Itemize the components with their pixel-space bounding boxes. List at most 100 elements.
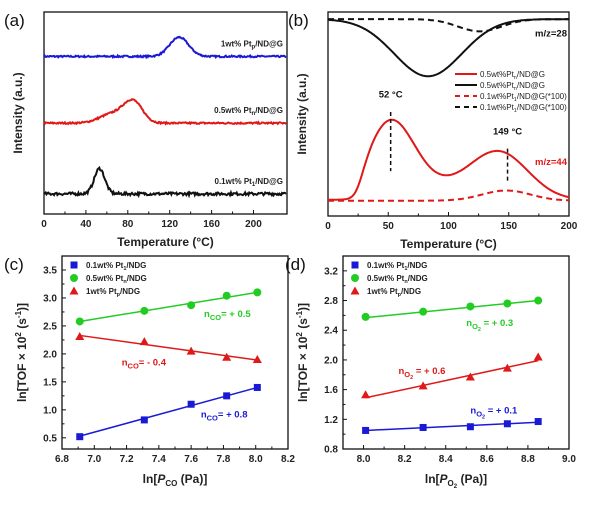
y-tick-label: 1.2	[324, 415, 338, 426]
legend-label-sub: p	[117, 292, 121, 298]
legend-label-tail: /ND@G(*100)	[517, 92, 567, 101]
data-point-square	[419, 423, 427, 431]
x-tick-label: 8.0	[357, 454, 371, 465]
data-point-triangle	[465, 372, 475, 381]
data-point-circle	[222, 291, 231, 300]
series-line	[43, 97, 287, 126]
order-n: n	[466, 318, 472, 329]
x-tick-label: 8.8	[521, 454, 535, 465]
series-label-tail: /ND@G	[255, 106, 283, 115]
order-sub: CO	[207, 414, 218, 423]
order-sub: CO	[210, 313, 221, 322]
order-n: n	[470, 405, 476, 416]
legend-label-tail: /ND@G(*100)	[517, 103, 567, 112]
order-sub: CO	[128, 362, 139, 371]
legend-label-sub: n	[514, 75, 517, 81]
y-axis-title: Intensity (a.u.)	[295, 73, 309, 154]
legend-label-main: 0.1wt%Pt	[480, 92, 515, 101]
y-title-sup2: -1	[14, 310, 23, 318]
series-label-main: 0.1wt% Pt	[215, 177, 253, 186]
data-point-circle	[419, 307, 428, 316]
x-axis-title: ln[PCO (Pa)]	[143, 472, 208, 488]
y-tick-label: 1.5	[43, 377, 57, 388]
x-tick-label: 0	[325, 221, 331, 232]
legend-label-tail: /NDG	[401, 287, 421, 296]
x-tick-label: 8.2	[281, 454, 295, 465]
x-tick-label: 8.6	[480, 454, 494, 465]
y-title-main: ln[TOF × 10	[296, 336, 310, 402]
legend-label: 0.5wt%Ptn/ND@G	[480, 70, 545, 81]
series-line	[327, 18, 570, 78]
series-label-main: 0.5wt% Pt	[214, 106, 252, 115]
panel-a: 0 40 80 120 160 200 (a) Intensity (a.u.) Tempera…	[4, 11, 288, 249]
y-tick-label: 1.6	[324, 385, 338, 396]
series-label: 0.5wt% Ptn/ND@G	[214, 106, 283, 117]
series-line	[328, 189, 570, 202]
data-point-triangle	[418, 381, 428, 390]
data-point-square	[140, 416, 148, 424]
legend-label: 0.5wt%Ptn/ND@G	[480, 81, 545, 92]
y-tick-label: 1.0	[43, 405, 57, 416]
plot-frame	[327, 11, 570, 217]
series-label-sub: n	[252, 111, 256, 117]
order-subsub: 2	[478, 327, 481, 333]
legend-label-main: 0.5wt% Pt	[367, 274, 405, 283]
annotation-label: 52 °C	[379, 90, 403, 101]
data-point-circle	[466, 302, 475, 311]
order-value: = + 0.5	[221, 309, 251, 320]
series-line	[43, 35, 287, 60]
legend-label-main: 0.5wt%Pt	[480, 70, 515, 79]
x-tick-label: 40	[80, 219, 92, 230]
x-tick-label: 0	[41, 219, 47, 230]
legend-label-tail: /ND@G	[517, 81, 545, 90]
order-n: n	[201, 410, 207, 421]
reaction-order-label: nCO= + 0.5	[204, 309, 251, 322]
x-tick-label: 100	[440, 221, 457, 232]
legend-label-tail: /NDG	[126, 261, 146, 270]
legend-label-main: 1wt% Pt	[86, 287, 117, 296]
data-point-square	[466, 423, 474, 431]
y-title-sup2: -1	[295, 310, 304, 318]
panel-b: 0 50 100 150 200 (b) Intensity (a.u.) Temperatu…	[288, 11, 578, 251]
legend-label: 0.1wt%Pt1/ND@G(*100)	[480, 92, 567, 103]
x-title-italic: P	[440, 472, 449, 486]
legend-label-tail: /NDG	[407, 261, 427, 270]
panel-d: 8.0 8.2 8.4 8.6 8.8 9.0 0.8 1.2 1.6 2.0 2.4 2.8 3.2 (…	[285, 255, 576, 490]
fit-line	[365, 359, 539, 399]
series-label: 0.1wt% Pt1/ND@G	[215, 177, 284, 188]
data-point-circle	[75, 317, 84, 326]
x-axis-title: ln[PO2 (Pa)]	[425, 472, 487, 490]
x-axis-title: Temperature (°C)	[400, 237, 497, 251]
y-title-main: ln[TOF × 10	[15, 336, 29, 402]
data-point-circle	[351, 274, 359, 282]
y-axis-title: ln[TOF × 102 (s-1)]	[295, 303, 310, 402]
y-tick-label: 0.8	[324, 445, 338, 456]
x-tick-label: 8.2	[398, 454, 412, 465]
x-title-pre: ln[	[425, 472, 440, 486]
plot-frame	[342, 255, 570, 450]
order-value: = + 0.8	[218, 410, 248, 421]
series-label: 1wt% Ptp/ND@G	[221, 39, 283, 50]
reaction-order-label: nCO= + 0.8	[201, 410, 248, 423]
data-point-triangle	[350, 286, 360, 295]
plot-frame	[43, 11, 288, 215]
legend-label-tail: /NDG	[120, 287, 140, 296]
legend-label: 0.5wt% Ptn/NDG	[86, 274, 147, 285]
legend-label: 1wt% Ptp/NDG	[86, 287, 140, 298]
order-value: = + 0.1	[485, 405, 518, 416]
x-tick-label: 7.0	[87, 454, 101, 465]
series-label-sub: p	[252, 44, 256, 50]
panel-c: 6.8 7.0 7.2 7.4 7.6 7.8 8.0 8.2 0.5 1.0 1.5 2.0 2.5 3…	[4, 255, 295, 488]
order-n: n	[122, 358, 128, 369]
legend-label-main: 0.1wt% Pt	[367, 261, 405, 270]
x-tick-label: 50	[383, 221, 395, 232]
legend-label: 0.1wt% Pt1/NDG	[86, 261, 146, 272]
legend-label-main: 1wt% Pt	[367, 287, 398, 296]
data-point-triangle	[186, 346, 196, 355]
y-tick-label: 3.5	[43, 265, 57, 276]
order-sub: O	[404, 370, 410, 379]
data-point-circle	[70, 274, 78, 282]
data-point-circle	[187, 301, 196, 310]
data-point-triangle	[502, 363, 512, 372]
data-point-triangle	[139, 337, 149, 346]
